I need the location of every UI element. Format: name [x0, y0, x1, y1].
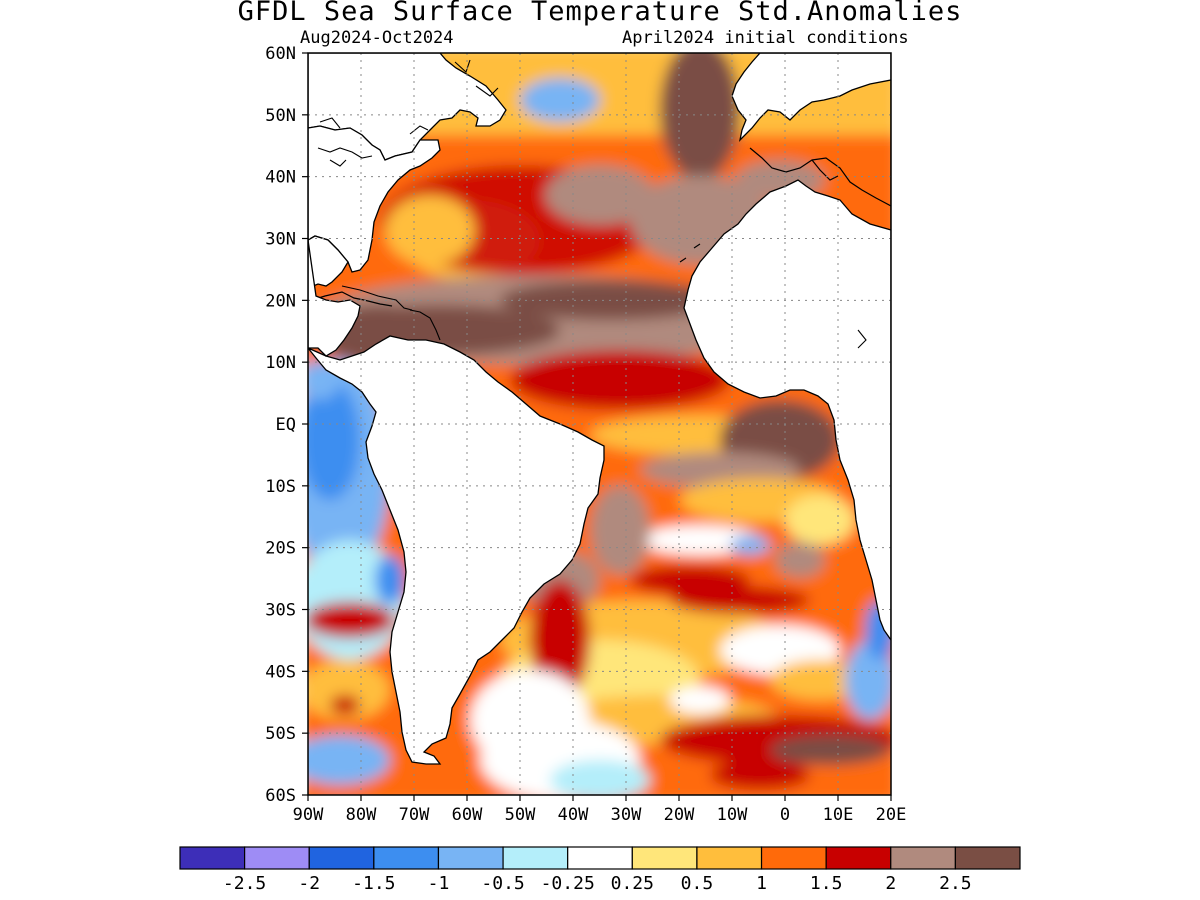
colorbar-swatch	[631, 846, 698, 870]
lat-tick-label: 20N	[265, 291, 296, 311]
lat-tick-label: 20S	[265, 539, 296, 559]
lon-tick-label: 20E	[876, 805, 907, 825]
lon-tick-label: 90W	[293, 805, 324, 825]
anomaly-field	[308, 53, 891, 795]
colorbar-swatch	[890, 846, 956, 870]
colorbar-label: -2	[298, 873, 320, 894]
lon-tick-label: 10E	[823, 805, 854, 825]
colorbar-swatch	[244, 846, 310, 870]
colorbar-label: -0.25	[541, 873, 595, 894]
lat-tick-label: EQ	[276, 415, 296, 435]
lat-tick-label: 60S	[265, 786, 296, 806]
lat-tick-label: 30S	[265, 601, 296, 621]
lat-tick-label: 50S	[265, 724, 296, 744]
lon-tick-label: 20W	[664, 805, 695, 825]
colorbar-swatch	[760, 846, 827, 870]
colorbar-label: -0.5	[481, 873, 524, 894]
colorbar-swatch	[373, 846, 440, 870]
colorbar-swatch	[308, 846, 375, 870]
lat-tick-label: 50N	[265, 106, 296, 126]
lat-tick-label: 10N	[265, 353, 296, 373]
lon-tick-label: 80W	[346, 805, 377, 825]
lat-tick-label: 30N	[265, 230, 296, 250]
colorbar-label: 2.5	[939, 873, 972, 894]
colorbar-label: 0.25	[611, 873, 654, 894]
lon-tick-label: 60W	[452, 805, 483, 825]
latitude-axis: 60N 50N 40N 30N 20N 10N EQ 10S 20S 30S 40S 50S 60S	[265, 44, 308, 806]
colorbar-label: 1	[756, 873, 767, 894]
lat-tick-label: 10S	[265, 477, 296, 497]
colorbar-label: 0.5	[681, 873, 714, 894]
lon-tick-label: 10W	[717, 805, 748, 825]
lon-tick-label: 0	[780, 805, 790, 825]
colorbar-swatch	[437, 846, 504, 870]
colorbar-swatch	[954, 846, 1021, 870]
longitude-axis: 90W 80W 70W 60W 50W 40W 30W 20W 10W 0 10E 20E	[293, 795, 907, 825]
colorbar-label: -2.5	[223, 873, 266, 894]
lon-tick-label: 50W	[505, 805, 536, 825]
graticule	[308, 53, 891, 795]
colorbar-label: -1	[428, 873, 450, 894]
lon-tick-label: 30W	[611, 805, 642, 825]
colorbar-label: 1.5	[810, 873, 843, 894]
colorbar-swatch	[567, 846, 633, 870]
lat-tick-label: 40N	[265, 168, 296, 188]
colorbar-swatch	[825, 846, 892, 870]
lat-tick-label: 60N	[265, 44, 296, 64]
lat-tick-label: 40S	[265, 662, 296, 682]
initial-conditions-label: April2024 initial conditions	[622, 28, 909, 48]
colorbar: -2.5 -2 -1.5 -1 -0.5 -0.25 0.25 0.5 1 1.5 2 2.5	[179, 846, 1021, 894]
colorbar-swatch	[502, 846, 569, 870]
forecast-period: Aug2024-Oct2024	[300, 28, 454, 48]
lon-tick-label: 70W	[399, 805, 430, 825]
lon-tick-label: 40W	[558, 805, 589, 825]
colorbar-label: 2	[885, 873, 896, 894]
colorbar-label: -1.5	[352, 873, 395, 894]
colorbar-swatch	[696, 846, 763, 870]
map-title: GFDL Sea Surface Temperature Std.Anomali…	[237, 0, 963, 27]
colorbar-swatch	[179, 846, 246, 870]
